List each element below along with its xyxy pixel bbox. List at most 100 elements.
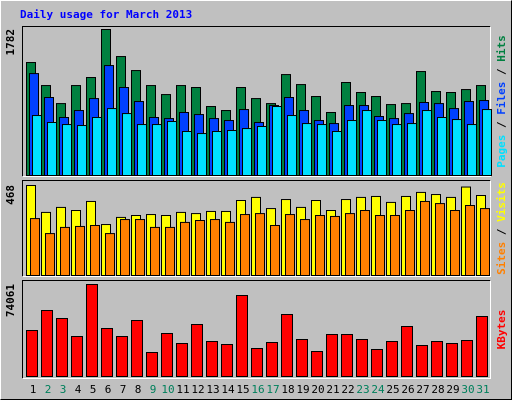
x-tick-label: 13	[206, 383, 219, 396]
bar	[180, 221, 190, 277]
bar	[225, 221, 235, 277]
bar	[191, 324, 203, 377]
bar	[47, 121, 57, 176]
bar	[26, 330, 38, 377]
bar	[167, 121, 177, 176]
bar	[467, 124, 477, 177]
panel-bevel-dark	[22, 280, 491, 379]
bar	[165, 226, 175, 277]
bar	[300, 219, 310, 277]
bar	[281, 314, 293, 377]
bar	[296, 339, 308, 377]
bar	[131, 320, 143, 378]
bar	[272, 106, 282, 176]
x-tick-label: 21	[326, 383, 339, 396]
x-tick-label: 18	[281, 383, 294, 396]
x-tick-label: 20	[311, 383, 324, 396]
bar	[236, 295, 248, 378]
bar	[420, 200, 430, 276]
bar	[345, 213, 355, 276]
bar	[32, 115, 42, 177]
bar	[197, 133, 207, 176]
bar	[56, 318, 68, 378]
panel-bevel-dark	[22, 26, 491, 177]
x-tick-label: 28	[431, 383, 444, 396]
legend-separator: /	[495, 222, 508, 242]
y-tick-label: 1782	[4, 29, 17, 56]
bar	[446, 343, 458, 378]
x-tick-label: 10	[161, 383, 174, 396]
bar	[257, 126, 267, 177]
x-tick-label: 19	[296, 383, 309, 396]
bar	[465, 205, 475, 276]
x-tick-label: 6	[105, 383, 112, 396]
panel-bevel-light	[22, 280, 491, 379]
bar	[255, 213, 265, 276]
bar	[101, 328, 113, 377]
bar	[116, 336, 128, 378]
bar	[182, 131, 192, 177]
x-tick-label: 9	[150, 383, 157, 396]
bar	[270, 225, 280, 276]
x-tick-label: 4	[75, 383, 82, 396]
bar	[120, 219, 130, 277]
x-tick-label: 11	[176, 383, 189, 396]
x-tick-label: 29	[446, 383, 459, 396]
bar	[86, 284, 98, 377]
panel-bevel-light	[22, 180, 491, 277]
x-tick-label: 15	[236, 383, 249, 396]
bar	[450, 210, 460, 276]
x-tick-label: 12	[191, 383, 204, 396]
x-tick-label: 1	[30, 383, 37, 396]
bar	[371, 349, 383, 378]
bar	[137, 124, 147, 177]
bar	[437, 116, 447, 176]
bar	[62, 124, 72, 177]
bar	[480, 208, 490, 276]
bar	[330, 215, 340, 276]
bar	[326, 334, 338, 378]
bar	[341, 334, 353, 378]
legend-entry: Sites	[495, 242, 508, 275]
x-tick-label: 14	[221, 383, 235, 396]
bar	[285, 214, 295, 277]
bar	[407, 123, 417, 176]
bar	[105, 233, 115, 276]
bar	[206, 341, 218, 377]
legend-entry: Hits	[495, 35, 508, 62]
x-tick-label: 27	[416, 383, 429, 396]
bar	[60, 226, 70, 277]
bar	[75, 225, 85, 276]
legend-entry: Files	[495, 82, 508, 115]
legend: KBytes	[495, 310, 508, 350]
bar	[386, 341, 398, 377]
bar	[146, 352, 158, 378]
bar	[332, 131, 342, 177]
bar	[240, 214, 250, 277]
bar	[221, 344, 233, 377]
chart-title: Daily usage for March 2013	[20, 8, 192, 21]
bar	[287, 115, 297, 177]
x-tick-label: 25	[386, 383, 399, 396]
bar	[41, 310, 53, 377]
bar	[390, 215, 400, 276]
bar	[452, 119, 462, 176]
bar	[311, 351, 323, 377]
x-tick-label: 17	[266, 383, 279, 396]
bar	[315, 215, 325, 276]
bar	[476, 316, 488, 378]
bar	[30, 218, 40, 276]
legend-separator: /	[495, 62, 508, 82]
x-tick-label: 30	[461, 383, 474, 396]
legend-entry: KBytes	[495, 310, 508, 350]
bar	[152, 124, 162, 177]
bar	[422, 110, 432, 176]
legend-entry: Pages	[495, 135, 508, 168]
bar	[317, 124, 327, 177]
bar	[107, 108, 117, 176]
bar	[266, 342, 278, 377]
bar	[92, 116, 102, 176]
bar	[77, 125, 87, 176]
